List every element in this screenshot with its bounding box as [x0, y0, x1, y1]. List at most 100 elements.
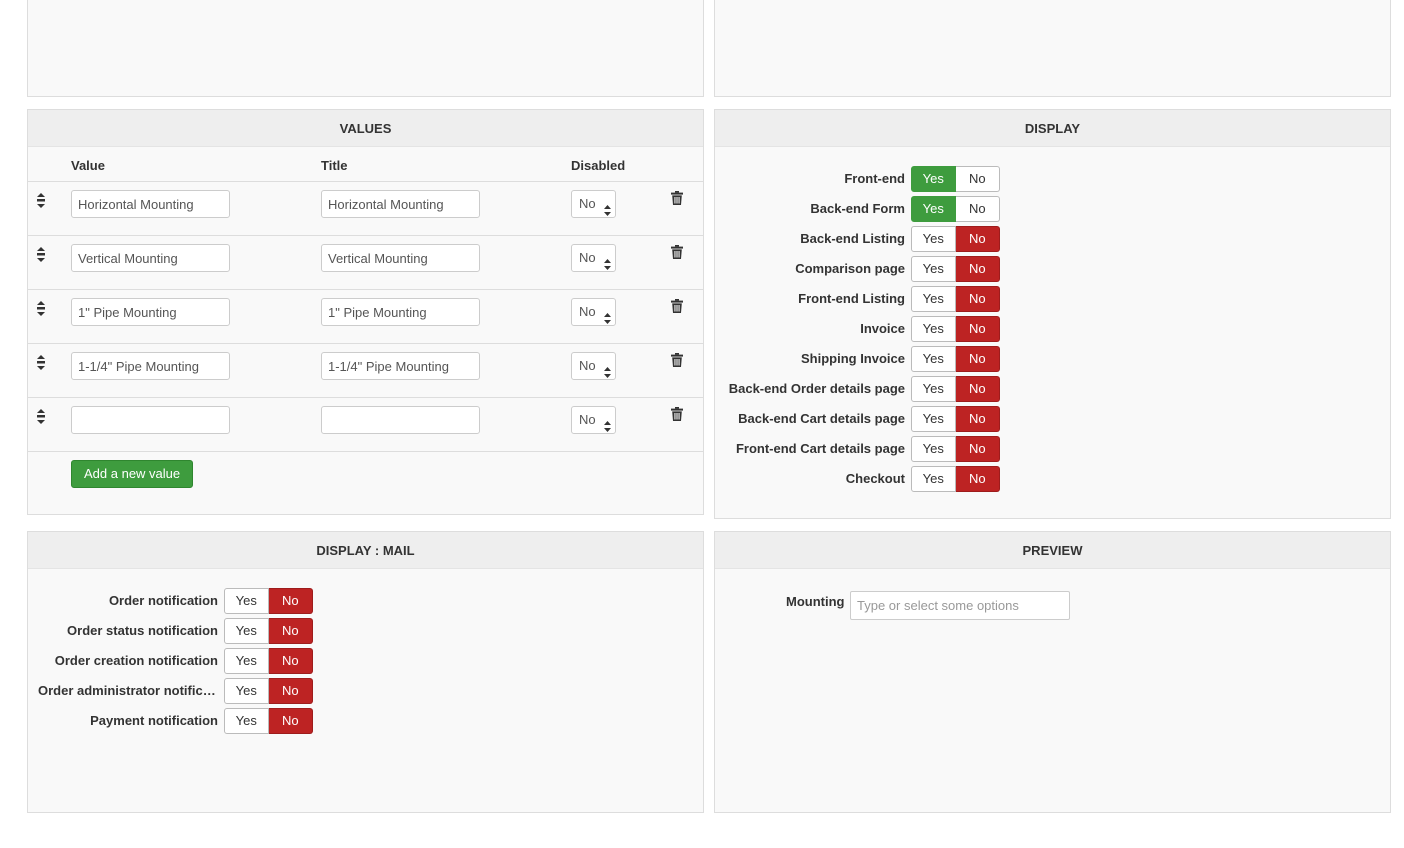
- toggle-row: Back-end Order details page Yes No: [725, 376, 1000, 402]
- toggle-no-option[interactable]: No: [955, 166, 1000, 192]
- trash-icon[interactable]: [671, 299, 683, 313]
- add-value-row: Add a new value: [28, 452, 703, 502]
- toggle-yes-option[interactable]: Yes: [224, 708, 269, 734]
- drag-handle-icon[interactable]: [37, 193, 45, 209]
- toggle-row: Order status notification Yes No: [38, 618, 313, 644]
- title-input[interactable]: [321, 352, 480, 380]
- chevron-updown-icon: [604, 307, 611, 324]
- yes-no-toggle: Yes No: [224, 588, 313, 614]
- toggle-yes-option[interactable]: Yes: [911, 286, 956, 312]
- trash-icon[interactable]: [671, 191, 683, 205]
- toggle-no-option[interactable]: No: [955, 436, 1000, 462]
- yes-no-toggle: Yes No: [911, 406, 1000, 432]
- values-panel: VALUES Value Title Disabled No No No No No A…: [27, 109, 704, 515]
- toggle-yes-option[interactable]: Yes: [224, 648, 269, 674]
- yes-no-toggle: Yes No: [911, 316, 1000, 342]
- disabled-select[interactable]: No: [571, 244, 616, 272]
- add-new-value-button[interactable]: Add a new value: [71, 460, 194, 488]
- toggle-row: Back-end Form Yes No: [725, 196, 1000, 222]
- display-mail-panel-title: DISPLAY : MAIL: [28, 532, 703, 569]
- toggle-yes-option[interactable]: Yes: [224, 618, 269, 644]
- preview-options-input[interactable]: Type or select some options: [850, 591, 1070, 620]
- toggle-yes-option[interactable]: Yes: [911, 346, 956, 372]
- toggle-yes-option[interactable]: Yes: [911, 166, 956, 192]
- value-input[interactable]: [71, 190, 230, 218]
- value-input[interactable]: [71, 244, 230, 272]
- toggle-no-option[interactable]: No: [268, 588, 313, 614]
- yes-no-toggle: Yes No: [224, 618, 313, 644]
- toggle-yes-option[interactable]: Yes: [911, 376, 956, 402]
- toggle-label: Back-end Cart details page: [738, 411, 905, 426]
- yes-no-toggle: Yes No: [911, 166, 1000, 192]
- disabled-select[interactable]: No: [571, 298, 616, 326]
- toggle-yes-option[interactable]: Yes: [911, 196, 956, 222]
- disabled-select[interactable]: No: [571, 352, 616, 380]
- toggle-row: Shipping Invoice Yes No: [725, 346, 1000, 372]
- yes-no-toggle: Yes No: [911, 226, 1000, 252]
- toggle-row: Order administrator notification Yes No: [38, 678, 313, 704]
- toggle-no-option[interactable]: No: [268, 708, 313, 734]
- values-panel-title: VALUES: [28, 110, 703, 147]
- toggle-yes-option[interactable]: Yes: [911, 466, 956, 492]
- toggle-no-option[interactable]: No: [268, 648, 313, 674]
- display-panel-title: DISPLAY: [715, 110, 1390, 147]
- toggle-no-option[interactable]: No: [955, 466, 1000, 492]
- disabled-select-value: No: [579, 304, 596, 319]
- trash-icon[interactable]: [671, 407, 683, 421]
- toggle-yes-option[interactable]: Yes: [911, 436, 956, 462]
- title-input[interactable]: [321, 244, 480, 272]
- toggle-no-option[interactable]: No: [955, 406, 1000, 432]
- toggle-yes-option[interactable]: Yes: [911, 256, 956, 282]
- toggle-row: Comparison page Yes No: [725, 256, 1000, 282]
- yes-no-toggle: Yes No: [911, 346, 1000, 372]
- toggle-yes-option[interactable]: Yes: [224, 678, 269, 704]
- chevron-updown-icon: [604, 361, 611, 378]
- column-header-title: Title: [321, 158, 348, 173]
- value-input[interactable]: [71, 298, 230, 326]
- toggle-yes-option[interactable]: Yes: [224, 588, 269, 614]
- toggle-no-option[interactable]: No: [955, 316, 1000, 342]
- value-input[interactable]: [71, 406, 230, 434]
- yes-no-toggle: Yes No: [911, 196, 1000, 222]
- drag-handle-icon[interactable]: [37, 409, 45, 425]
- toggle-no-option[interactable]: No: [955, 376, 1000, 402]
- toggle-label: Front-end Listing: [798, 291, 905, 306]
- disabled-select[interactable]: No: [571, 190, 616, 218]
- drag-handle-icon[interactable]: [37, 247, 45, 263]
- toggle-row: Checkout Yes No: [725, 466, 1000, 492]
- top-right-panel: [714, 0, 1391, 97]
- disabled-select-value: No: [579, 358, 596, 373]
- title-input[interactable]: [321, 190, 480, 218]
- value-row: No: [28, 290, 703, 344]
- drag-handle-icon[interactable]: [37, 355, 45, 371]
- toggle-no-option[interactable]: No: [955, 286, 1000, 312]
- trash-icon[interactable]: [671, 245, 683, 259]
- title-input[interactable]: [321, 406, 480, 434]
- toggle-yes-option[interactable]: Yes: [911, 406, 956, 432]
- title-input[interactable]: [321, 298, 480, 326]
- toggle-row: Back-end Cart details page Yes No: [725, 406, 1000, 432]
- toggle-yes-option[interactable]: Yes: [911, 226, 956, 252]
- drag-handle-icon[interactable]: [37, 301, 45, 317]
- trash-icon[interactable]: [671, 353, 683, 367]
- preview-field-label: Mounting: [786, 594, 845, 609]
- toggle-label: Order creation notification: [54, 653, 218, 668]
- toggle-row: Front-end Listing Yes No: [725, 286, 1000, 312]
- disabled-select[interactable]: No: [571, 406, 616, 434]
- yes-no-toggle: Yes No: [224, 678, 313, 704]
- value-row: No: [28, 236, 703, 290]
- display-mail-panel: DISPLAY : MAIL Order notification Yes No Or…: [27, 531, 704, 813]
- toggle-no-option[interactable]: No: [268, 678, 313, 704]
- toggle-no-option[interactable]: No: [955, 256, 1000, 282]
- yes-no-toggle: Yes No: [911, 436, 1000, 462]
- toggle-row: Front-end Cart details page Yes No: [725, 436, 1000, 462]
- toggle-yes-option[interactable]: Yes: [911, 316, 956, 342]
- values-table-header: Value Title Disabled: [28, 147, 703, 182]
- toggle-row: Back-end Listing Yes No: [725, 226, 1000, 252]
- toggle-no-option[interactable]: No: [268, 618, 313, 644]
- toggle-no-option[interactable]: No: [955, 196, 1000, 222]
- toggle-no-option[interactable]: No: [955, 346, 1000, 372]
- toggle-no-option[interactable]: No: [955, 226, 1000, 252]
- chevron-updown-icon: [604, 415, 611, 432]
- value-input[interactable]: [71, 352, 230, 380]
